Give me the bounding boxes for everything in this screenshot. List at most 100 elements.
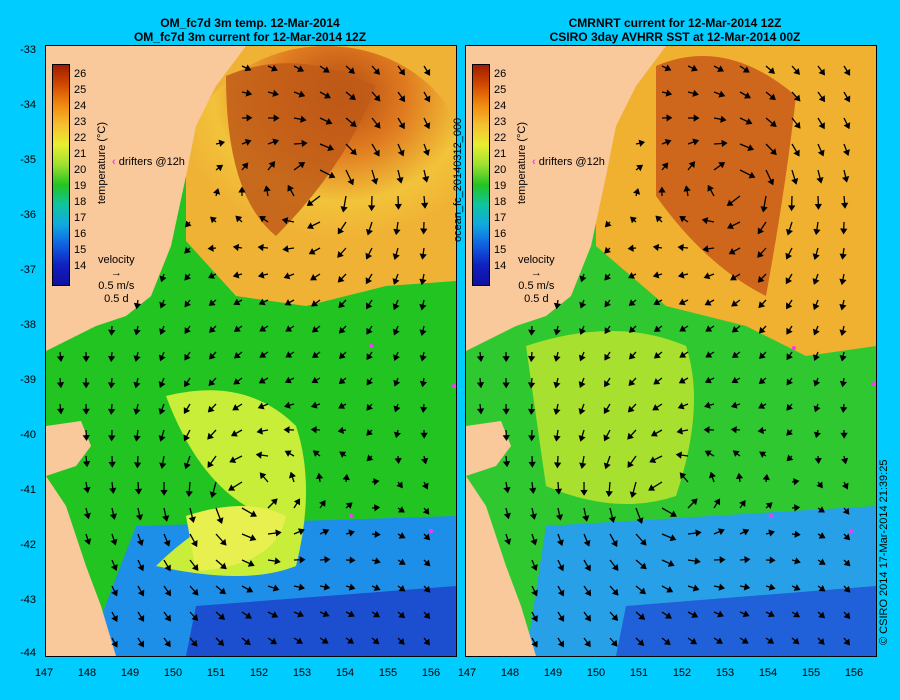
warm-core	[656, 56, 796, 296]
velocity-arrowhead	[653, 325, 661, 332]
velocity-arrowhead	[160, 489, 168, 496]
velocity-arrowhead	[56, 408, 65, 415]
velocity-arrowhead	[184, 380, 191, 388]
velocity-arrowhead	[679, 215, 687, 223]
velocity-arrowhead	[556, 539, 564, 547]
drifters-legend: ‹ drifters @12h	[112, 156, 185, 168]
velocity-arrowhead	[553, 355, 561, 362]
velocity-arrowhead	[813, 379, 821, 387]
velocity-arrowhead	[135, 514, 144, 521]
velocity-arrowhead	[793, 504, 801, 512]
velocity-arrowhead	[555, 514, 564, 521]
land	[466, 46, 666, 351]
velocity-arrowhead	[742, 528, 750, 536]
velocity-arrowhead	[666, 114, 673, 122]
velocity-arrowhead	[666, 586, 674, 593]
velocity-arrowhead	[208, 326, 216, 333]
velocity-arrowhead	[628, 352, 636, 360]
velocity-arrowhead	[502, 382, 510, 389]
velocity-arrowhead	[373, 611, 381, 618]
velocity-arrowhead	[839, 355, 847, 362]
right-title-line2: CSIRO 3day AVHRR SST at 12-Mar-2014 00Z	[549, 30, 801, 44]
velocity-arrowhead	[843, 585, 851, 593]
velocity-arrowhead	[284, 376, 292, 384]
velocity-arrowhead	[718, 90, 726, 98]
velocity-arrowhead	[208, 272, 215, 279]
velocity-arrowhead	[582, 515, 590, 522]
velocity-arrowhead	[793, 149, 800, 157]
velocity-arrowhead	[730, 401, 738, 409]
velocity-arrowhead	[690, 498, 698, 506]
velocity-arrowhead	[258, 377, 266, 384]
cbar-tick: 18	[494, 196, 507, 208]
velocity-arrowhead	[579, 275, 587, 283]
drifter	[369, 344, 373, 348]
velocity-arrowhead	[423, 559, 431, 567]
velocity-arrowhead	[350, 148, 357, 156]
velocity-arrowhead	[111, 589, 118, 597]
velocity-arrowhead	[503, 486, 511, 494]
velocity-arrowhead	[688, 161, 696, 168]
velocity-arrowhead	[259, 351, 267, 358]
velocity-arrowhead	[423, 95, 431, 103]
velocity-arrowhead	[164, 589, 172, 597]
velocity-arrowhead	[398, 122, 405, 130]
velocity-arrowhead	[748, 171, 756, 179]
land	[46, 46, 246, 351]
velocity-arrowhead	[678, 298, 686, 306]
velocity-arrowhead	[311, 325, 319, 333]
velocity-arrowhead	[307, 222, 314, 230]
velocity-arrowhead	[137, 564, 145, 572]
y-tick: -33	[20, 44, 36, 56]
velocity-arrowhead	[337, 426, 344, 435]
velocity-arrowhead	[136, 539, 144, 547]
velocity-arrowhead	[841, 457, 849, 465]
velocity-arrowhead	[208, 379, 216, 387]
velocity-arrowhead	[628, 299, 636, 306]
velocity-arrowhead	[373, 478, 380, 486]
velocity-arrowhead	[183, 462, 191, 470]
left-map	[46, 46, 456, 656]
velocity-arrowhead	[584, 564, 591, 572]
velocity-arrowhead	[818, 585, 826, 592]
forecast-id: ocean_fc_20140312_000	[452, 117, 464, 242]
velocity-arrowhead	[301, 139, 308, 148]
velocity-arrowhead	[246, 114, 253, 122]
island	[46, 421, 91, 476]
velocity-arrowhead	[812, 303, 820, 311]
velocity-arrowhead	[319, 499, 326, 507]
velocity-arrowhead	[812, 328, 820, 336]
velocity-arrowhead	[690, 64, 698, 72]
velocity-arrowhead	[298, 583, 305, 591]
velocity-arrowhead	[793, 94, 801, 102]
x-tick: 155	[378, 667, 398, 679]
velocity-arrowhead	[758, 377, 766, 385]
velocity-arrowhead	[531, 589, 538, 597]
velocity-arrowhead	[325, 118, 333, 125]
x-tick: 156	[844, 667, 864, 679]
velocity-arrowhead	[348, 529, 355, 537]
velocity-arrowhead	[610, 639, 618, 647]
velocity-arrowhead	[233, 325, 241, 332]
drifter	[849, 529, 853, 533]
velocity-arrowhead	[553, 462, 562, 469]
velocity-arrowhead	[731, 351, 739, 359]
velocity-arrowhead	[209, 491, 217, 498]
velocity-arrowhead	[603, 434, 611, 442]
velocity-arrowhead	[133, 462, 142, 469]
velocity-arrowhead	[701, 217, 709, 225]
eddy-core	[186, 506, 286, 571]
left-title-line2: OM_fc7d 3m current for 12-Mar-2014 12Z	[133, 30, 367, 44]
velocity-arrowhead	[207, 244, 214, 252]
velocity-arrowhead	[287, 184, 294, 192]
velocity-arrowhead	[311, 300, 319, 307]
velocity-arrowhead	[716, 637, 723, 644]
velocity-arrowhead	[392, 303, 400, 311]
velocity-arrowhead	[768, 67, 775, 74]
velocity-arrowhead	[219, 538, 227, 546]
x-tick: 155	[801, 667, 821, 679]
velocity-arrowhead	[111, 615, 118, 622]
velocity-arrowhead	[628, 326, 636, 333]
velocity-arrowhead	[56, 355, 65, 363]
velocity-arrowhead	[793, 68, 801, 75]
